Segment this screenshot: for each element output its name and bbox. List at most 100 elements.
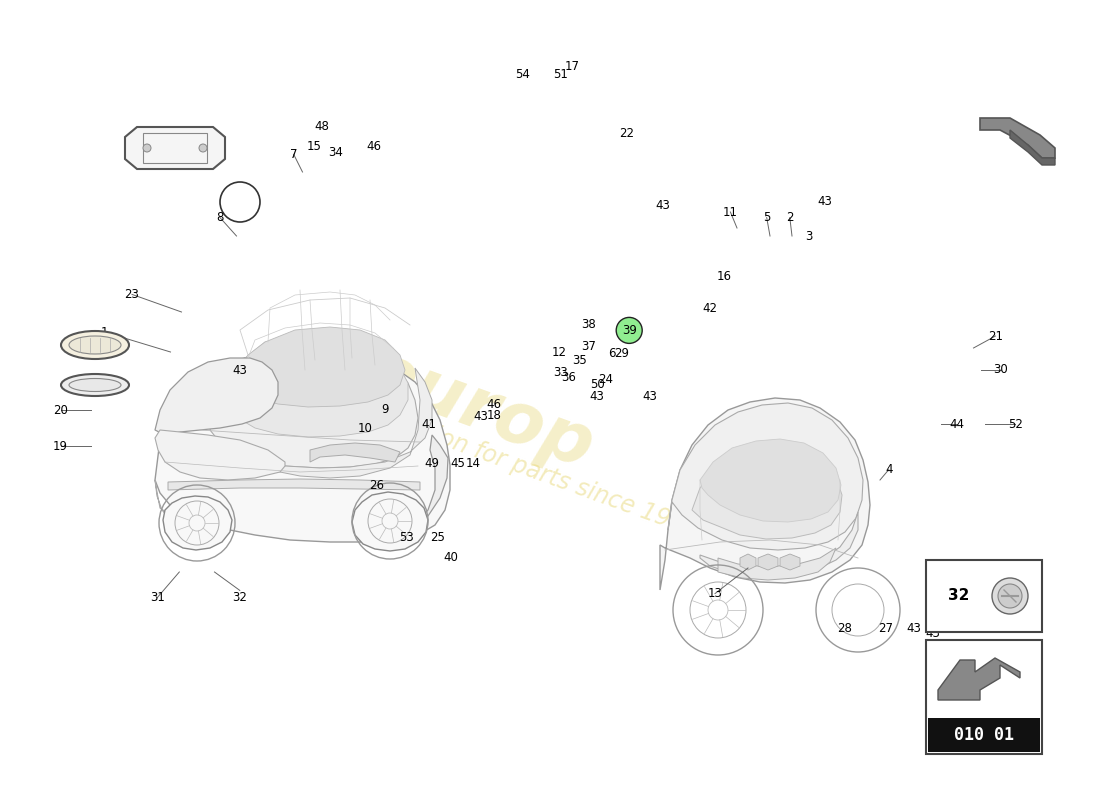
Circle shape (143, 144, 151, 152)
Polygon shape (352, 492, 428, 551)
Text: 13: 13 (707, 587, 723, 600)
FancyBboxPatch shape (926, 640, 1042, 754)
Text: 43: 43 (656, 199, 671, 212)
Text: 28: 28 (837, 622, 852, 634)
Text: 43: 43 (473, 410, 488, 423)
Polygon shape (390, 435, 448, 540)
Text: 12: 12 (551, 346, 566, 358)
Text: 45: 45 (450, 458, 465, 470)
Text: 54: 54 (515, 68, 530, 81)
Ellipse shape (60, 331, 129, 359)
Text: 7: 7 (290, 148, 297, 161)
Text: 14: 14 (465, 458, 481, 470)
Text: 43: 43 (590, 390, 605, 403)
Text: 50: 50 (590, 378, 605, 391)
Text: 19: 19 (53, 440, 68, 453)
Text: 48: 48 (315, 120, 330, 133)
Text: 8: 8 (217, 211, 223, 224)
Text: 22: 22 (619, 127, 635, 140)
Ellipse shape (60, 374, 129, 396)
Polygon shape (692, 448, 842, 539)
Text: 16: 16 (716, 270, 732, 282)
Text: 6: 6 (608, 347, 615, 360)
Text: 9: 9 (382, 403, 388, 416)
Text: 36: 36 (561, 371, 576, 384)
Text: 43: 43 (232, 364, 248, 377)
Text: 11: 11 (723, 206, 738, 218)
Text: 43: 43 (925, 627, 940, 640)
Text: 33: 33 (553, 366, 569, 378)
Polygon shape (163, 496, 232, 550)
Text: europ: europ (356, 337, 603, 483)
Text: 2: 2 (786, 211, 793, 224)
Text: 17: 17 (564, 60, 580, 73)
Polygon shape (938, 658, 1020, 700)
Text: 39: 39 (621, 324, 637, 337)
Polygon shape (718, 548, 836, 580)
Polygon shape (270, 368, 432, 478)
Text: 3: 3 (805, 230, 812, 242)
FancyBboxPatch shape (926, 560, 1042, 632)
Polygon shape (758, 554, 778, 570)
Polygon shape (740, 554, 756, 570)
Polygon shape (780, 554, 800, 570)
Polygon shape (226, 334, 408, 437)
Polygon shape (168, 479, 420, 490)
Text: 1: 1 (101, 326, 108, 338)
Text: a passion for parts since 1985: a passion for parts since 1985 (359, 398, 702, 542)
Text: 23: 23 (124, 288, 140, 301)
Circle shape (199, 144, 207, 152)
Text: 35: 35 (572, 354, 587, 367)
Text: 51: 51 (553, 68, 569, 81)
Polygon shape (155, 430, 285, 480)
Text: 43: 43 (817, 195, 833, 208)
Polygon shape (310, 443, 400, 462)
Polygon shape (660, 398, 870, 590)
Ellipse shape (69, 378, 121, 391)
Polygon shape (210, 340, 418, 468)
Text: 32: 32 (948, 589, 969, 603)
Polygon shape (155, 358, 278, 435)
Text: 38: 38 (581, 318, 596, 330)
Text: 27: 27 (878, 622, 893, 634)
Text: 26: 26 (368, 479, 384, 492)
Polygon shape (155, 352, 450, 542)
Circle shape (998, 584, 1022, 608)
Polygon shape (700, 512, 858, 577)
Text: 43: 43 (906, 622, 922, 634)
Circle shape (992, 578, 1028, 614)
Text: 49: 49 (425, 458, 440, 470)
Text: 010 01: 010 01 (954, 726, 1014, 744)
Text: 20: 20 (53, 404, 68, 417)
Polygon shape (236, 327, 405, 407)
Text: 18: 18 (486, 409, 502, 422)
Text: 24: 24 (598, 373, 614, 386)
Ellipse shape (69, 336, 121, 354)
Text: 53: 53 (399, 531, 415, 544)
Text: 44: 44 (949, 418, 965, 430)
Text: 52: 52 (1008, 418, 1023, 430)
Text: 32: 32 (232, 591, 248, 604)
Text: 46: 46 (486, 398, 502, 410)
Polygon shape (1010, 130, 1055, 165)
Text: 15: 15 (307, 140, 322, 153)
Text: 31: 31 (150, 591, 165, 604)
Text: 43: 43 (642, 390, 658, 402)
Text: 10: 10 (358, 422, 373, 435)
Text: 41: 41 (421, 418, 437, 431)
Polygon shape (125, 127, 226, 169)
FancyBboxPatch shape (928, 718, 1040, 752)
Text: 37: 37 (581, 340, 596, 353)
Text: 30: 30 (993, 363, 1009, 376)
Text: 46: 46 (366, 140, 382, 153)
Text: 42: 42 (702, 302, 717, 314)
Polygon shape (668, 403, 864, 550)
Text: 34: 34 (328, 146, 343, 158)
Text: 4: 4 (886, 463, 892, 476)
Polygon shape (980, 118, 1055, 158)
Text: 5: 5 (763, 211, 770, 224)
Text: 25: 25 (430, 531, 446, 544)
Text: 29: 29 (614, 347, 629, 360)
Text: 40: 40 (443, 551, 459, 564)
Text: 21: 21 (988, 330, 1003, 342)
